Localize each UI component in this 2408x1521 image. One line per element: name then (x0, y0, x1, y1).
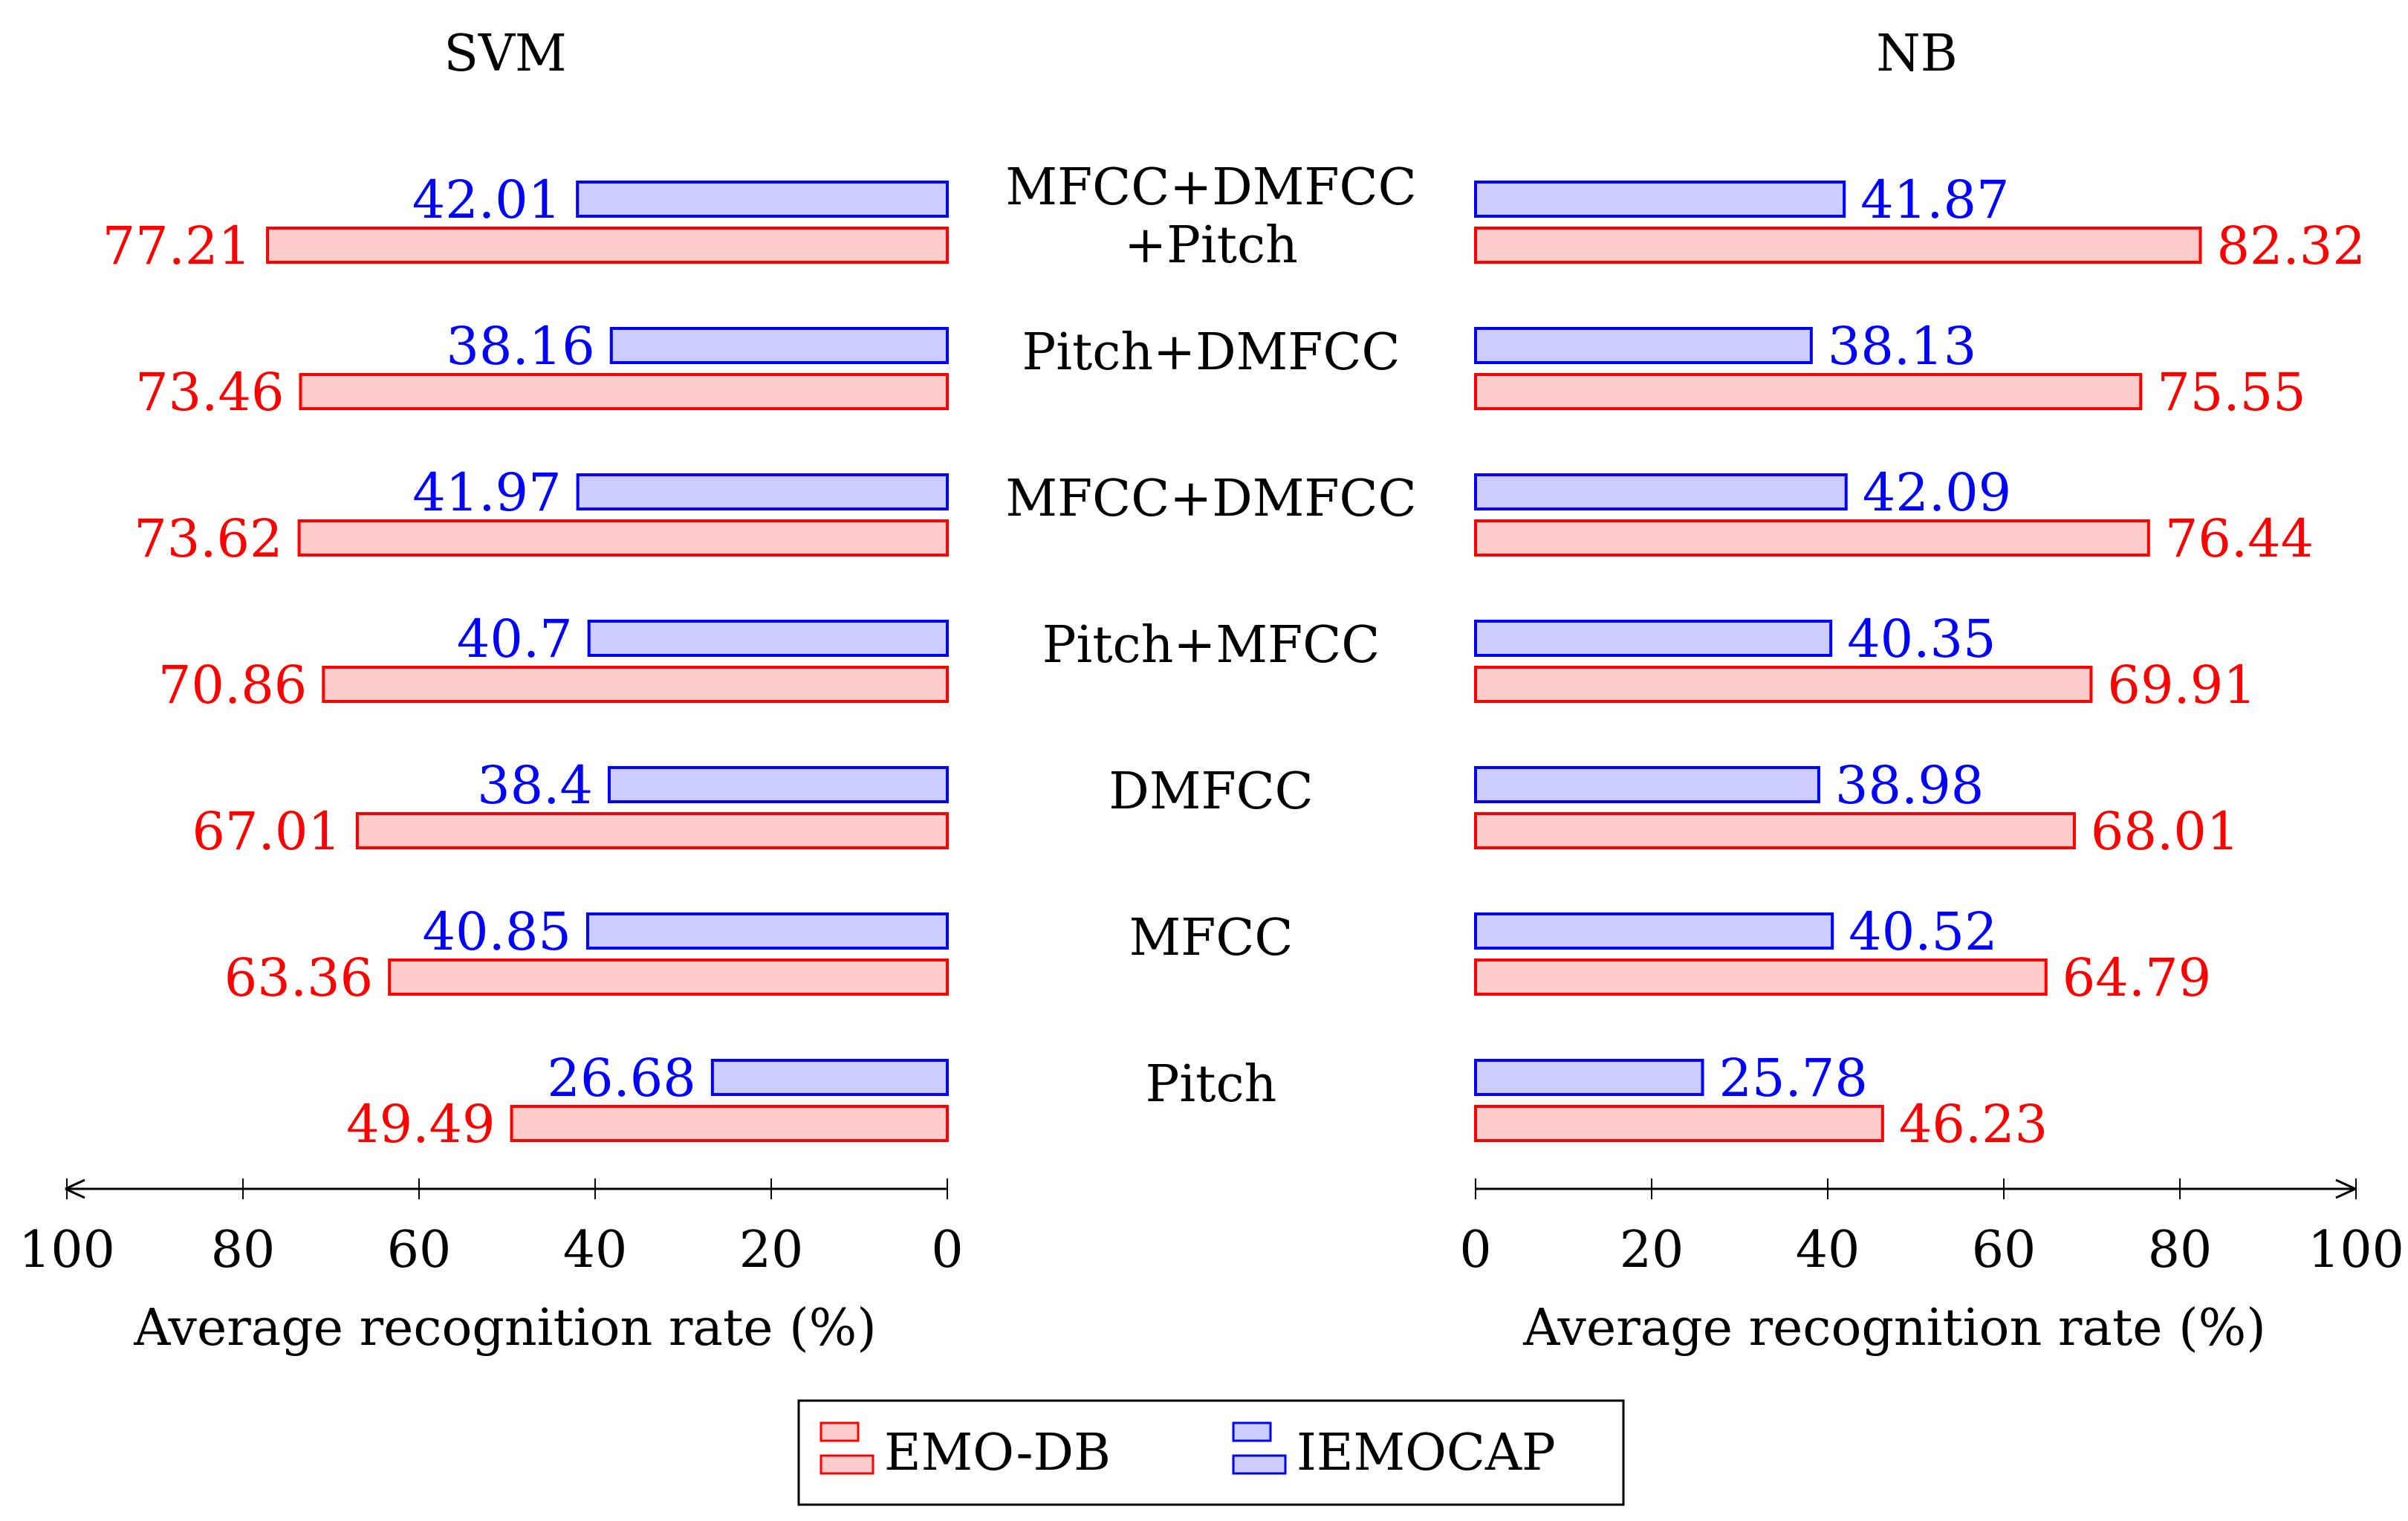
svm-value-label-emodb: 73.46 (135, 362, 284, 423)
legend-swatch-emodb (820, 1421, 860, 1442)
nb-tick-label: 20 (1620, 1221, 1684, 1280)
svm-value-label-emodb: 63.36 (224, 947, 373, 1008)
category-label: DMFCC (1109, 762, 1313, 821)
svm-tick-label: 80 (211, 1221, 276, 1280)
svm-bar-iemocap (576, 473, 950, 510)
nb-bar-iemocap (1474, 766, 1820, 803)
nb-bar-emodb (1474, 959, 2048, 996)
category-label: MFCC (1129, 909, 1294, 967)
category-label: Pitch+DMFCC (1022, 323, 1400, 382)
nb-tick-label: 100 (2308, 1221, 2404, 1280)
svm-bar-emodb (297, 519, 949, 557)
svm-title: SVM (444, 25, 566, 83)
nb-value-label-iemocap: 40.35 (1847, 609, 1996, 669)
legend-swatch-emodb (820, 1454, 874, 1475)
svm-value-label-iemocap: 26.68 (547, 1048, 695, 1109)
svm-bar-emodb (510, 1105, 949, 1142)
nb-bar-iemocap (1474, 620, 1833, 657)
nb-value-label-iemocap: 38.98 (1835, 755, 1984, 816)
svm-bar-iemocap (576, 181, 950, 218)
nb-value-label-emodb: 82.32 (2216, 215, 2365, 276)
svm-bar-emodb (266, 227, 949, 264)
legend-label-iemocap: IEMOCAP (1297, 1424, 1556, 1482)
svm-bar-iemocap (609, 327, 950, 364)
svm-value-label-iemocap: 40.7 (457, 609, 573, 669)
nb-bar-iemocap (1474, 1059, 1704, 1096)
nb-x-label: Average recognition rate (%) (1522, 1299, 2266, 1358)
nb-value-label-iemocap: 38.13 (1828, 316, 1976, 377)
svm-x-label: Average recognition rate (%) (133, 1299, 877, 1358)
category-label: Pitch (1146, 1055, 1277, 1114)
nb-tick-label: 80 (2148, 1221, 2213, 1280)
nb-tick-label: 40 (1796, 1221, 1860, 1280)
nb-axis-arrowhead (2335, 1178, 2356, 1199)
svm-tick-label: 60 (387, 1221, 452, 1280)
nb-bar-iemocap (1474, 473, 1848, 510)
legend-label-emodb: EMO-DB (884, 1424, 1111, 1482)
svm-bar-iemocap (585, 912, 949, 950)
legend: EMO-DB IEMOCAP (797, 1399, 1625, 1506)
nb-tick-label: 60 (1972, 1221, 2037, 1280)
legend-swatch-iemocap (1232, 1421, 1272, 1442)
nb-bar-emodb (1474, 519, 2150, 557)
nb-bar-emodb (1474, 373, 2143, 410)
category-label: MFCC+DMFCC (1005, 158, 1416, 217)
category-labels: MFCC+DMFCC+PitchPitch+DMFCCMFCC+DMFCCPit… (1005, 158, 1416, 1114)
nb-value-label-emodb: 64.79 (2063, 947, 2211, 1008)
nb-title: NB (1876, 25, 1957, 83)
svm-value-label-iemocap: 41.97 (412, 462, 561, 523)
svm-tick-label: 0 (931, 1221, 963, 1280)
svm-value-label-emodb: 67.01 (192, 801, 341, 862)
nb-bar-emodb (1474, 1105, 1884, 1142)
svm-value-label-emodb: 73.62 (134, 508, 282, 569)
svm-tick-label: 20 (739, 1221, 804, 1280)
nb-value-label-iemocap: 25.78 (1719, 1048, 1867, 1109)
svm-tick-label: 100 (19, 1221, 115, 1280)
svm-bar-emodb (299, 373, 949, 410)
legend-swatch-iemocap (1232, 1454, 1287, 1475)
svm-bar-emodb (388, 959, 949, 996)
svm-bar-emodb (355, 812, 949, 849)
nb-bar-iemocap (1474, 327, 1813, 364)
nb-bar-emodb (1474, 227, 2202, 264)
nb-value-label-iemocap: 40.52 (1849, 901, 1997, 962)
nb-bar-emodb (1474, 812, 2076, 849)
nb-value-label-emodb: 76.44 (2165, 508, 2314, 569)
nb-value-label-emodb: 75.55 (2157, 362, 2305, 423)
svm-bar-iemocap (607, 766, 950, 803)
category-label: Pitch+MFCC (1042, 616, 1380, 675)
legend-box (797, 1399, 1625, 1506)
svm-tick-label: 40 (563, 1221, 628, 1280)
nb-value-label-emodb: 46.23 (1899, 1094, 2048, 1155)
svm-axis-arrowhead (65, 1178, 85, 1199)
svm-value-label-iemocap: 38.4 (477, 755, 593, 816)
nb-panel: NB 41.87 82.32 38.13 75.55 42.09 76.44 40.35 69.… (1459, 25, 2404, 1358)
svm-bar-iemocap (587, 620, 950, 657)
svm-panel: SVM 42.01 77.21 38.16 73.46 41.97 73.62 40.7 70.… (19, 25, 964, 1358)
svm-value-label-iemocap: 38.16 (446, 316, 594, 377)
svm-value-label-iemocap: 42.01 (412, 169, 561, 230)
category-label: +Pitch (1124, 216, 1298, 275)
svm-bar-iemocap (710, 1059, 949, 1096)
nb-value-label-emodb: 69.91 (2107, 655, 2256, 716)
svm-bar-emodb (322, 666, 949, 703)
nb-bar-emodb (1474, 666, 2093, 703)
svm-value-label-iemocap: 40.85 (423, 901, 571, 962)
svm-value-label-emodb: 49.49 (346, 1094, 495, 1155)
svm-value-label-emodb: 70.86 (158, 655, 307, 716)
nb-value-label-iemocap: 42.09 (1863, 462, 2011, 523)
category-label: MFCC+DMFCC (1005, 470, 1416, 528)
nb-value-label-iemocap: 41.87 (1860, 169, 2009, 230)
svm-value-label-emodb: 77.21 (103, 215, 251, 276)
nb-value-label-emodb: 68.01 (2091, 801, 2239, 862)
nb-tick-label: 0 (1459, 1221, 1491, 1280)
nb-bar-iemocap (1474, 181, 1846, 218)
nb-bar-iemocap (1474, 912, 1834, 950)
